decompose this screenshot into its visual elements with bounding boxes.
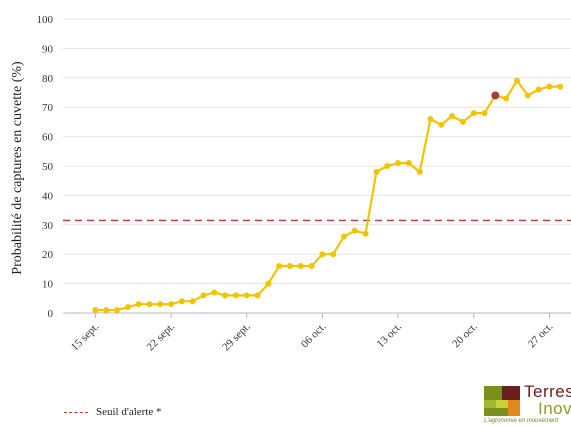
y-tick-label: 20 xyxy=(42,249,54,261)
y-tick-label: 70 xyxy=(42,102,54,114)
logo-square xyxy=(508,400,520,416)
logo-square xyxy=(484,408,508,416)
data-point xyxy=(503,95,510,102)
data-point xyxy=(243,292,250,299)
x-tick-label: 15 sept. xyxy=(69,320,102,353)
legend-label-alert-threshold: Seuil d'alerte * xyxy=(96,406,162,418)
logo-square xyxy=(496,400,508,408)
data-point xyxy=(330,251,337,258)
data-point xyxy=(232,292,239,299)
y-axis-ticks: 0 10 20 30 40 50 60 70 80 90 100 xyxy=(37,14,54,320)
data-point xyxy=(103,307,110,314)
highlighted-data-point xyxy=(491,91,500,100)
data-point xyxy=(513,77,520,84)
data-point xyxy=(459,118,466,125)
x-axis-ticks: 15 sept. 22 sept. 29 sept. 06 oct. 13 oct. 20… xyxy=(69,313,556,353)
data-point xyxy=(341,233,348,240)
data-point xyxy=(308,262,315,269)
data-point xyxy=(114,307,121,314)
y-tick-label: 100 xyxy=(37,14,54,26)
logo-square xyxy=(502,386,520,400)
data-point xyxy=(351,227,358,234)
data-point xyxy=(146,301,153,308)
data-point xyxy=(178,298,185,305)
y-axis-title: Probabilité de captures en cuvette (%) xyxy=(10,61,25,275)
data-point xyxy=(222,292,229,299)
legend: Seuil d'alerte * xyxy=(64,404,162,420)
data-point xyxy=(362,230,369,237)
x-tick-label: 13 oct. xyxy=(375,320,405,350)
data-point xyxy=(124,304,131,311)
data-point xyxy=(168,301,175,308)
data-point xyxy=(395,160,402,167)
logo-mark xyxy=(484,386,520,416)
data-point xyxy=(557,83,564,90)
data-point xyxy=(481,110,488,117)
data-point xyxy=(438,121,445,128)
data-point xyxy=(92,307,99,314)
x-tick-label: 20 oct. xyxy=(450,320,480,350)
logo-name-line1: Terres xyxy=(524,382,571,401)
logo-name-line2: Inov xyxy=(538,399,571,418)
data-point xyxy=(189,298,196,305)
data-point xyxy=(449,113,456,120)
gridlines xyxy=(63,18,571,314)
y-tick-label: 60 xyxy=(42,132,54,144)
data-point xyxy=(297,262,304,269)
y-tick-label: 40 xyxy=(42,190,54,202)
data-point xyxy=(524,92,531,99)
y-tick-label: 30 xyxy=(42,220,54,232)
data-point xyxy=(276,262,283,269)
data-point xyxy=(373,168,380,175)
y-tick-label: 90 xyxy=(42,43,54,55)
legend-dashed-swatch xyxy=(64,411,88,413)
x-tick-label: 27 oct. xyxy=(526,320,556,350)
data-point xyxy=(211,289,218,296)
terres-inovia-logo: Terres Inov L'agronomie en mouvement xyxy=(484,382,571,426)
data-point xyxy=(427,115,434,122)
y-tick-label: 80 xyxy=(42,73,54,85)
x-tick-label: 06 oct. xyxy=(299,320,329,350)
x-tick-label: 29 sept. xyxy=(220,320,253,353)
data-point xyxy=(157,301,164,308)
data-point xyxy=(200,292,207,299)
data-point xyxy=(319,251,326,258)
y-tick-label: 0 xyxy=(48,308,54,320)
data-point xyxy=(546,83,553,90)
data-point xyxy=(384,163,391,169)
data-point xyxy=(265,280,272,287)
data-point xyxy=(405,160,412,167)
x-tick-label: 22 sept. xyxy=(145,320,178,353)
logo-square xyxy=(484,386,502,400)
data-point xyxy=(416,168,423,175)
data-point xyxy=(470,110,477,117)
data-point xyxy=(135,301,142,308)
data-point xyxy=(286,262,293,269)
y-tick-label: 10 xyxy=(42,279,54,291)
probability-series xyxy=(92,77,564,314)
logo-square xyxy=(484,400,496,408)
y-tick-label: 50 xyxy=(42,161,54,173)
data-point xyxy=(254,292,261,299)
logo-tagline: L'agronomie en mouvement xyxy=(484,418,559,424)
data-point xyxy=(535,86,542,93)
